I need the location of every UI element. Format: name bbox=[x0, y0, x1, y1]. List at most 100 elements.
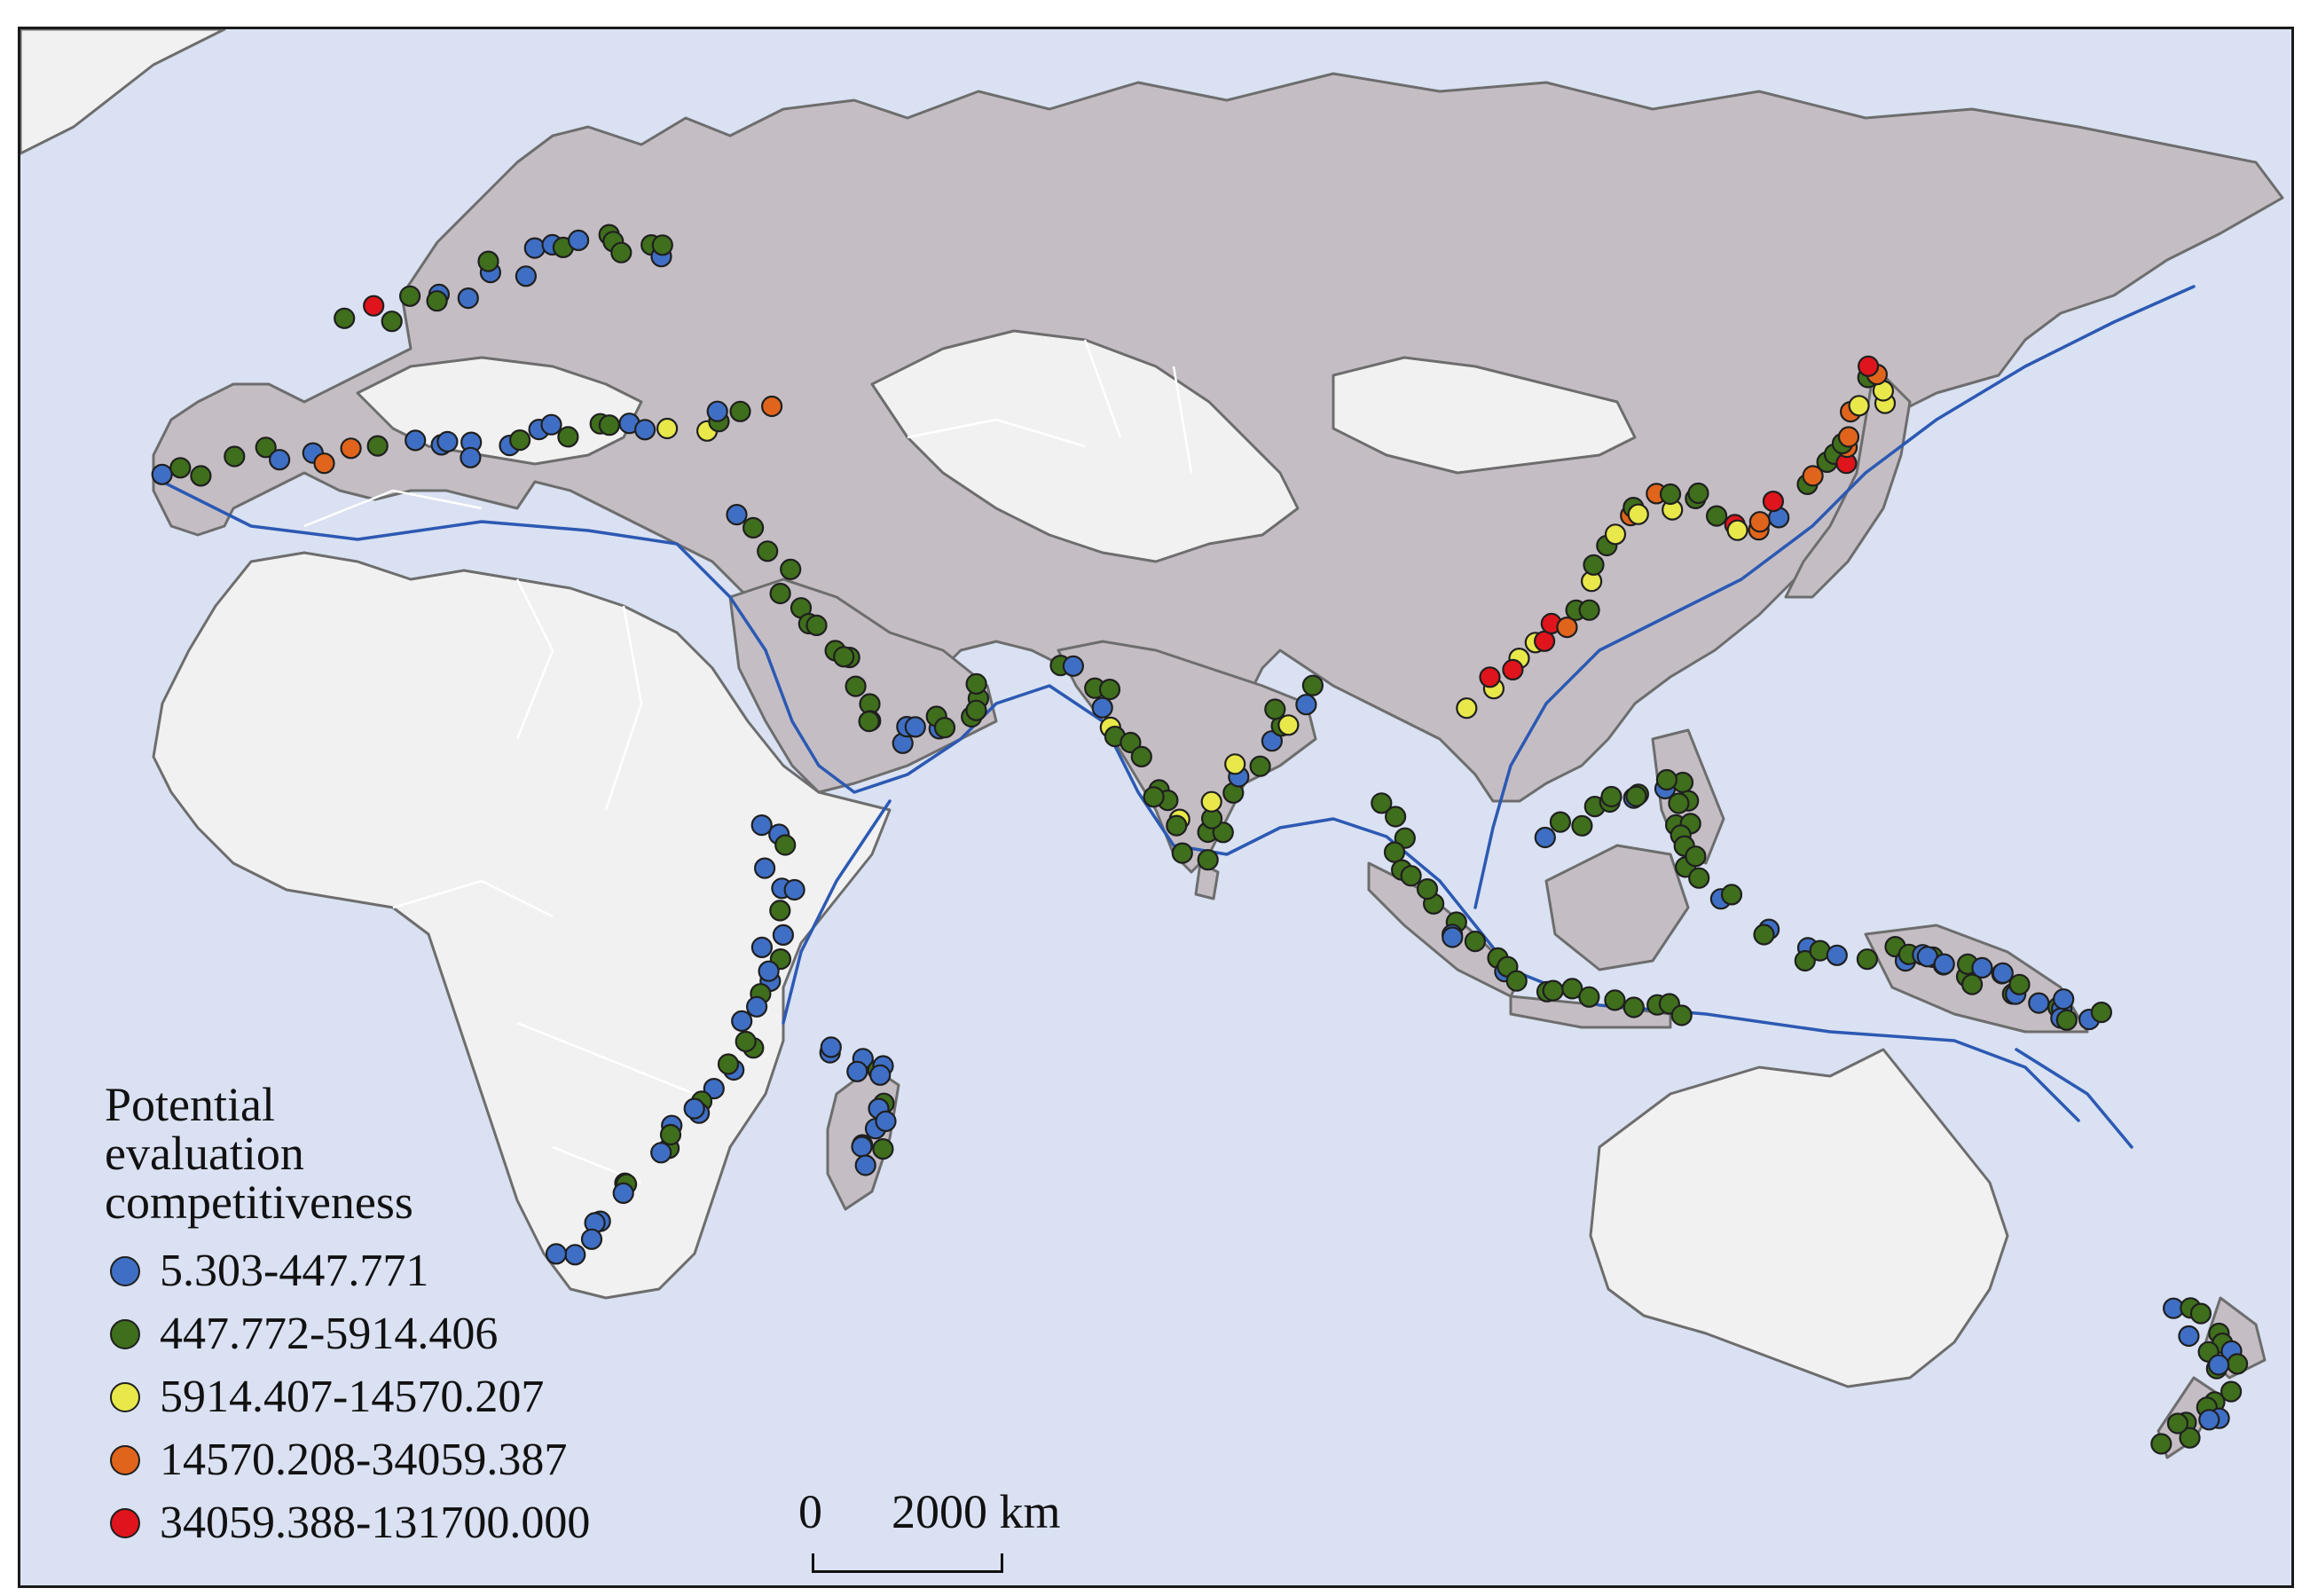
port-point bbox=[845, 675, 867, 697]
port-point bbox=[745, 995, 768, 1018]
legend-title-line: Potential bbox=[105, 1078, 275, 1131]
legend-item: 34059.388-131700.000 bbox=[105, 1491, 590, 1554]
port-point bbox=[805, 614, 828, 637]
port-point bbox=[1130, 745, 1152, 768]
port-point bbox=[769, 582, 791, 605]
port-point bbox=[706, 400, 728, 422]
legend-label: 34059.388-131700.000 bbox=[160, 1498, 591, 1549]
port-point bbox=[1120, 731, 1142, 754]
map-canvas bbox=[20, 29, 2284, 1459]
legend-swatch bbox=[110, 1381, 140, 1412]
legend-swatch bbox=[110, 1255, 140, 1286]
port-point bbox=[1464, 930, 1487, 953]
landmass-australia bbox=[1589, 1048, 2009, 1388]
port-point bbox=[426, 290, 448, 312]
port-point bbox=[1726, 519, 1748, 541]
port-point bbox=[457, 287, 479, 310]
port-point bbox=[1442, 926, 1464, 948]
port-point bbox=[1416, 877, 1439, 900]
port-point bbox=[1688, 867, 1710, 889]
port-point bbox=[1856, 948, 1878, 971]
port-point bbox=[1848, 395, 1870, 417]
port-point bbox=[151, 463, 173, 485]
port-point bbox=[729, 400, 751, 422]
port-point bbox=[858, 710, 880, 733]
port-point bbox=[334, 307, 356, 329]
port-point bbox=[2090, 1001, 2112, 1024]
port-point bbox=[1166, 814, 1188, 837]
port-point bbox=[1505, 970, 1528, 992]
port-point bbox=[1604, 989, 1626, 1011]
port-point bbox=[1549, 811, 1572, 833]
port-point bbox=[1687, 482, 1709, 505]
port-point bbox=[1578, 599, 1600, 621]
port-point bbox=[683, 1097, 705, 1120]
port-point bbox=[872, 1137, 894, 1160]
port-point bbox=[610, 241, 632, 263]
port-point bbox=[2189, 1302, 2212, 1325]
port-point bbox=[851, 1136, 873, 1158]
port-point bbox=[1578, 986, 1600, 1008]
port-point bbox=[757, 540, 779, 562]
port-point bbox=[1753, 924, 1775, 946]
port-point bbox=[869, 1064, 892, 1086]
port-point bbox=[1249, 755, 1271, 777]
port-point bbox=[255, 436, 277, 459]
port-point bbox=[224, 445, 246, 468]
legend-item: 14570.208-34059.387 bbox=[105, 1428, 590, 1491]
port-point bbox=[1748, 511, 1772, 533]
port-point bbox=[557, 426, 579, 448]
port-point bbox=[1062, 655, 1085, 677]
port-point bbox=[650, 1142, 672, 1164]
port-point bbox=[1383, 841, 1406, 863]
port-point bbox=[340, 437, 362, 460]
shipping-route-pacific bbox=[2015, 1048, 2133, 1149]
port-point bbox=[477, 250, 499, 272]
port-point bbox=[1961, 973, 1984, 995]
port-point bbox=[405, 429, 427, 452]
port-point bbox=[1261, 730, 1284, 752]
port-point bbox=[2198, 1409, 2220, 1431]
port-point bbox=[363, 295, 385, 317]
port-point bbox=[1720, 884, 1743, 906]
port-point bbox=[965, 699, 987, 721]
legend: Potential evaluation competitiveness 5.303… bbox=[105, 1078, 590, 1554]
port-point bbox=[1858, 355, 1880, 377]
port-point bbox=[1837, 426, 1860, 448]
port-point bbox=[1534, 826, 1556, 849]
shipping-route-africa bbox=[782, 799, 892, 1025]
port-point bbox=[567, 229, 590, 251]
port-point bbox=[2208, 1354, 2230, 1376]
port-point bbox=[656, 417, 679, 440]
port-point bbox=[846, 1060, 868, 1082]
port-point bbox=[1301, 674, 1324, 696]
port-point bbox=[1604, 523, 1627, 546]
port-point bbox=[1802, 465, 1824, 487]
port-point bbox=[580, 1228, 603, 1250]
legend-title-line: competitiveness bbox=[105, 1175, 413, 1230]
legend-item: 5.303-447.771 bbox=[105, 1239, 590, 1302]
legend-label: 5914.407-14570.207 bbox=[160, 1372, 545, 1423]
port-point bbox=[854, 1154, 876, 1176]
landmass-mongolia bbox=[1332, 356, 1637, 475]
port-point bbox=[1479, 666, 1501, 688]
port-point bbox=[1264, 698, 1286, 720]
port-point bbox=[2150, 1433, 2172, 1455]
port-point bbox=[1098, 678, 1121, 701]
port-point bbox=[1400, 865, 1422, 887]
port-point bbox=[1622, 996, 1645, 1018]
port-point bbox=[1933, 953, 1955, 975]
port-point bbox=[1197, 849, 1219, 871]
shipping-route-east-asia bbox=[1473, 285, 2196, 909]
port-point bbox=[1826, 944, 1848, 966]
port-point bbox=[717, 1053, 740, 1075]
port-point bbox=[1212, 822, 1234, 844]
port-point bbox=[1762, 490, 1785, 513]
port-point bbox=[1091, 696, 1113, 719]
port-point bbox=[965, 672, 987, 696]
port-point bbox=[523, 237, 546, 259]
port-point bbox=[1571, 814, 1593, 837]
port-point bbox=[651, 234, 673, 256]
port-point bbox=[1992, 962, 2014, 985]
legend-item: 447.772-5914.406 bbox=[105, 1302, 590, 1365]
